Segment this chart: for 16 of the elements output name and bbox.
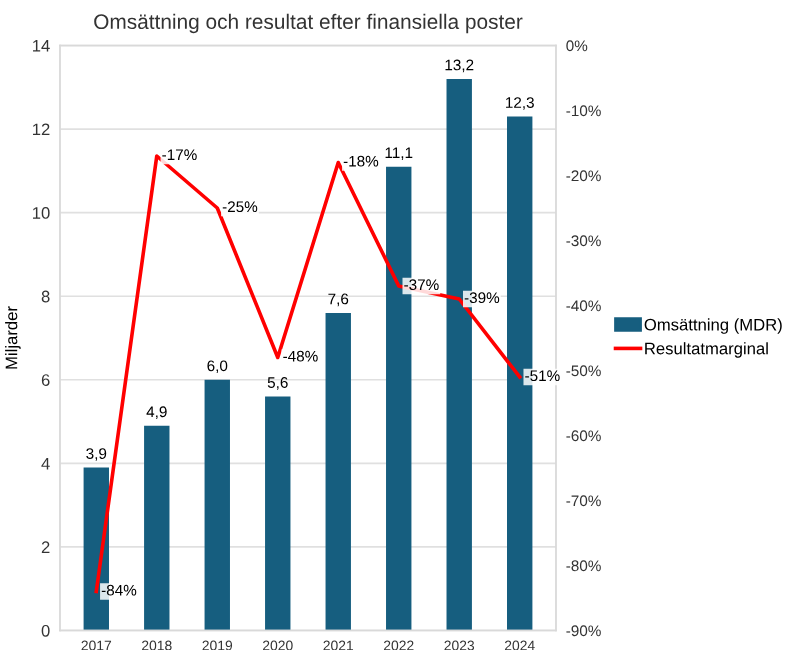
y-tick-label: 10	[33, 207, 50, 219]
y-tick-label: 2	[41, 541, 50, 553]
bar	[144, 425, 170, 631]
y-tick-label: 0	[41, 624, 50, 637]
bar	[265, 396, 291, 631]
chart-title: Omsättning och resultat efter finansiella poster	[94, 13, 523, 34]
y-tick-label: 12	[33, 123, 50, 136]
bar	[204, 379, 230, 631]
y-axis-title: Miljarder	[5, 306, 21, 369]
y-tick-label: 8	[41, 290, 50, 303]
legend-label: Omsättning (MDR)	[644, 318, 782, 334]
legend-label: Resultatmarginal	[645, 342, 768, 358]
y-tick-label: 4	[41, 457, 50, 470]
y-tick-label: 6	[41, 374, 50, 386]
bar	[325, 312, 351, 631]
y-tick-label: 14	[33, 40, 50, 52]
